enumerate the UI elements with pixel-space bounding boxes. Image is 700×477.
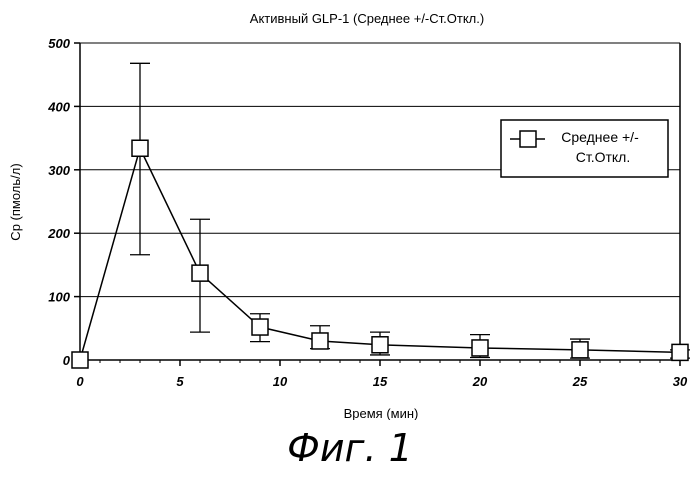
- y-tick-label-300: 300: [48, 163, 70, 178]
- series-line-0: [80, 148, 680, 360]
- legend-marker: [520, 131, 536, 147]
- data-point-8: [672, 344, 688, 360]
- data-point-7: [572, 342, 588, 358]
- data-point-6: [472, 340, 488, 356]
- x-tick-label-20: 20: [472, 374, 488, 389]
- x-axis-label: Время (мин): [344, 406, 419, 420]
- y-tick-label-500: 500: [48, 36, 70, 51]
- data-point-2: [192, 265, 208, 281]
- x-tick-label-10: 10: [273, 374, 288, 389]
- data-point-0: [72, 352, 88, 368]
- x-axis: 0 5 10 15 20 25 30: [76, 360, 688, 389]
- y-axis-label: Cp (пмоль/л): [8, 163, 23, 240]
- x-tick-label-30: 30: [673, 374, 688, 389]
- x-tick-label-0: 0: [76, 374, 84, 389]
- legend-label-line-2: Ст.Откл.: [576, 149, 631, 165]
- x-tick-label-15: 15: [373, 374, 388, 389]
- x-tick-label-5: 5: [176, 374, 184, 389]
- data-point-3: [252, 319, 268, 335]
- plot-frame: [80, 43, 680, 360]
- legend-label-line-1: Среднее +/-: [561, 129, 639, 145]
- series-group: [72, 63, 690, 368]
- y-tick-label-100: 100: [48, 290, 70, 305]
- chart-title: Активный GLP-1 (Среднее +/-Ст.Откл.): [250, 11, 484, 26]
- data-point-5: [372, 337, 388, 353]
- y-axis: 0 100 200 300 400 500: [47, 36, 80, 368]
- y-tick-label-400: 400: [47, 99, 70, 114]
- x-tick-label-25: 25: [572, 374, 588, 389]
- legend: Среднее +/- Ст.Откл.: [501, 120, 668, 177]
- figure-caption: Фиг. 1: [0, 426, 700, 470]
- y-tick-label-0: 0: [63, 353, 71, 368]
- y-tick-label-200: 200: [47, 226, 70, 241]
- data-point-4: [312, 333, 328, 349]
- data-point-1: [132, 140, 148, 156]
- chart: Активный GLP-1 (Среднее +/-Ст.Откл.) 0 10…: [0, 0, 700, 420]
